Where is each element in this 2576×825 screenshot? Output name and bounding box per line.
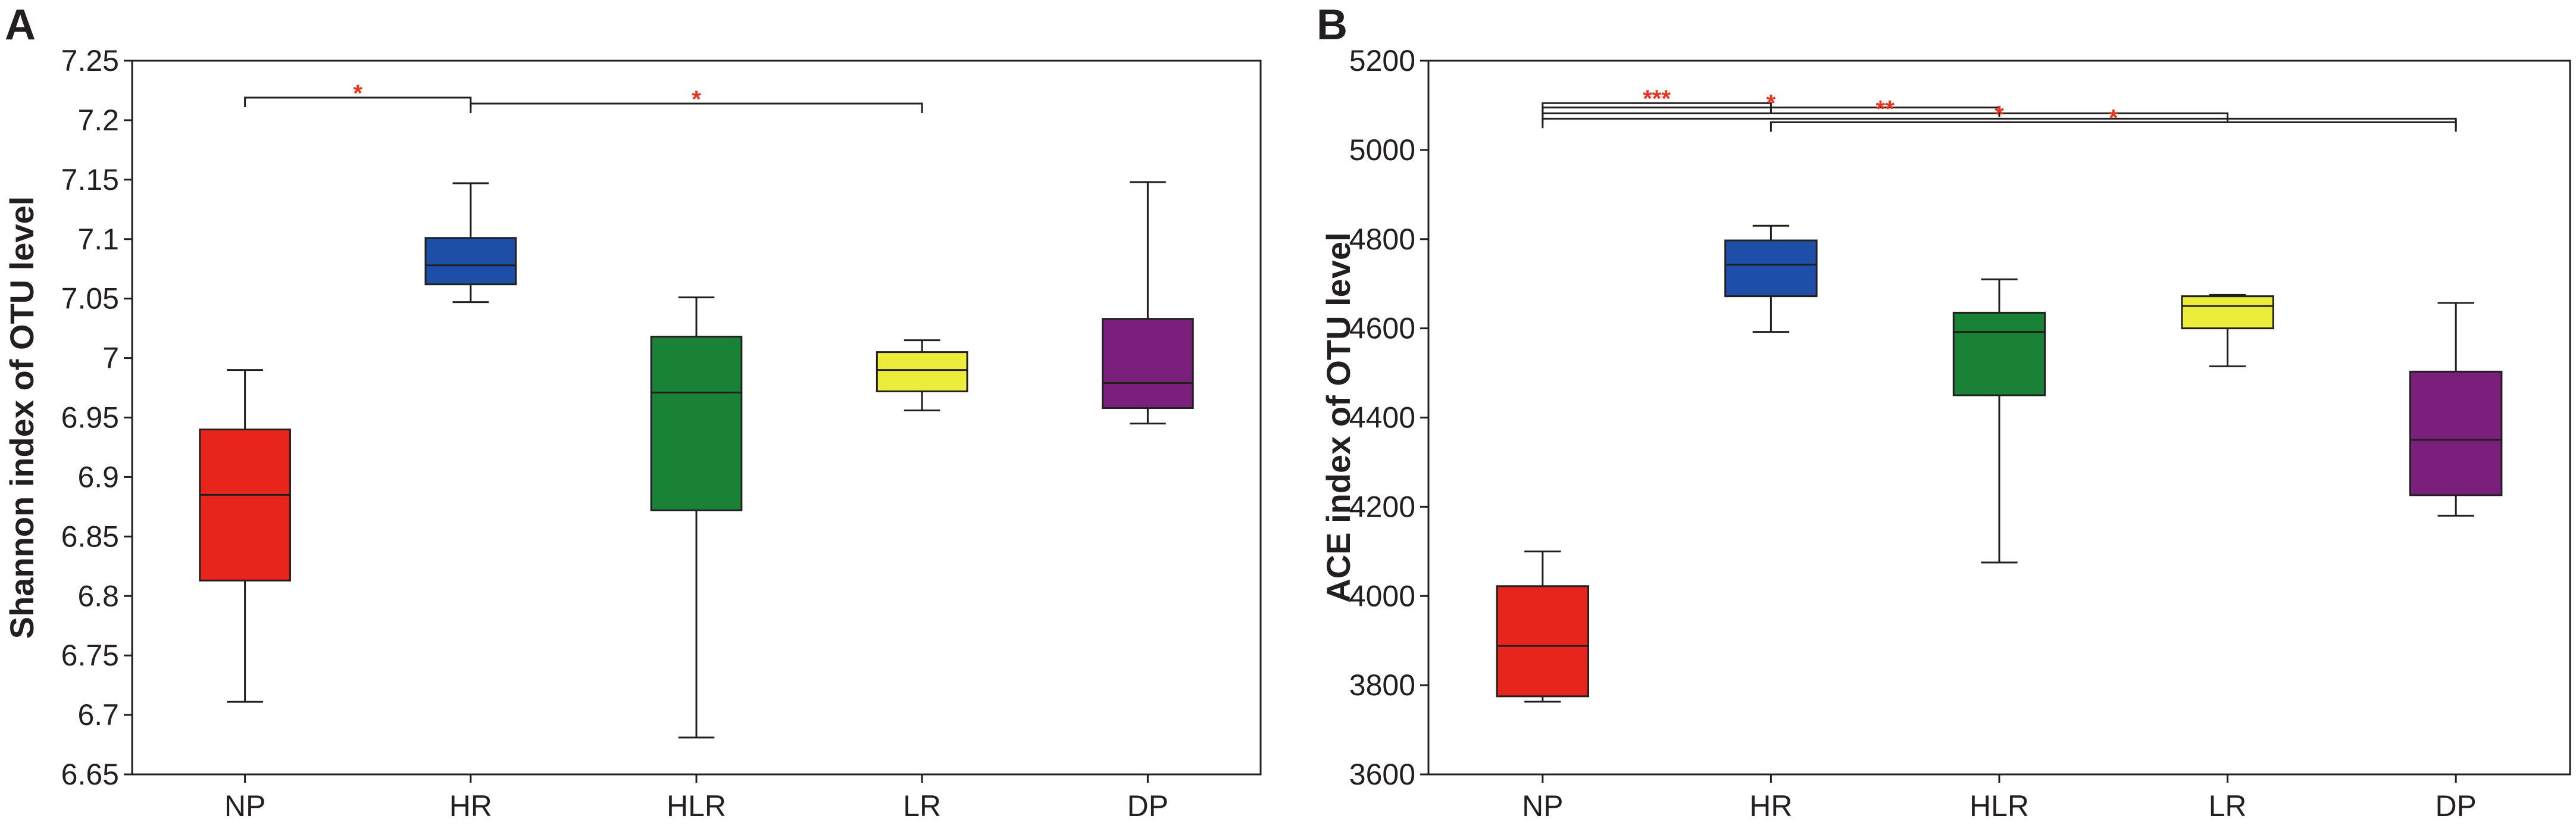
- panel-a-sig-bracket-np-hr: [244, 96, 472, 107]
- panel-b-box-lr: [2181, 295, 2274, 330]
- panel-b-ace-chart: B ACE index of OTU level 3600 3800 4000 4200…: [1317, 1, 2571, 823]
- panel-b-x-tick-label-dp: DP: [2435, 789, 2476, 823]
- panel-a-letter: A: [5, 1, 36, 49]
- panel-a-y-tick-label: 6.95: [61, 401, 119, 435]
- panel-a-y-tick-label: 6.85: [61, 520, 119, 553]
- panel-b-y-tick-label: 3800: [1349, 668, 1415, 702]
- panel-a-sig-label-hr-lr: *: [692, 86, 701, 112]
- panel-a-box-dp: [1102, 318, 1194, 410]
- panel-b-sig-label-np-dp: *: [1994, 101, 2004, 127]
- panel-a-y-tick-label: 6.9: [77, 460, 119, 493]
- panel-a-x-tick-label-lr: LR: [903, 789, 941, 823]
- panel-a-x-tick-label-hr: HR: [449, 789, 492, 823]
- panel-a-plot-frame: [131, 60, 1262, 776]
- panel-b-box-dp: [2409, 370, 2503, 496]
- panel-a-y-tick-label: 6.75: [61, 639, 119, 672]
- panel-b-y-tick-label: 3600: [1349, 758, 1415, 791]
- panel-a-y-tick-label: 7.15: [61, 163, 119, 196]
- panel-b-x-tick-label-hlr: HLR: [1969, 789, 2029, 823]
- panel-a-sig-label-np-hr: *: [353, 80, 362, 107]
- panel-b-sig-bracket-hr-dp: [1770, 121, 2457, 132]
- panel-b-y-tick-label: 5000: [1349, 133, 1415, 167]
- panel-b-box-hr: [1724, 239, 1818, 298]
- panel-b-box-np: [1496, 585, 1590, 698]
- panel-b-plot-frame: [1427, 60, 2571, 776]
- panel-a-y-tick-label: 6.7: [77, 698, 119, 732]
- panel-a-box-hr: [424, 237, 517, 286]
- panel-a-y-tick-label: 6.8: [77, 579, 119, 612]
- panel-b-y-tick-label: 4800: [1349, 223, 1415, 256]
- panel-b-sig-label-np-hlr: *: [1767, 90, 1776, 117]
- panel-a-sig-bracket-hr-lr: [470, 102, 923, 113]
- panel-a-y-axis-title: Shannon index of OTU level: [3, 196, 40, 639]
- panel-a-y-tick-label: 7.1: [77, 223, 119, 256]
- panel-a-box-np: [199, 428, 291, 582]
- panel-a-x-tick-label-dp: DP: [1127, 789, 1168, 823]
- panel-b-x-tick-label-np: NP: [1522, 789, 1563, 823]
- panel-a-x-tick-label-hlr: HLR: [667, 789, 726, 823]
- panel-b-sig-bracket-np-hlr: [1542, 107, 2000, 117]
- panel-b-sig-label-hr-dp: *: [2109, 105, 2118, 131]
- panel-b-box-hlr: [1952, 311, 2046, 396]
- panel-b-y-tick-label: 4000: [1349, 579, 1415, 612]
- panel-a-x-tick-label-np: NP: [224, 789, 265, 823]
- panel-b-y-axis-title: ACE index of OTU level: [1320, 232, 1357, 602]
- panel-b-y-tick-label: 5200: [1349, 44, 1415, 77]
- panel-b-y-tick-label: 4200: [1349, 490, 1415, 523]
- panel-a-box-hlr: [650, 336, 743, 511]
- panel-a-box-lr: [876, 351, 968, 393]
- panel-a-y-tick-label: 7.2: [77, 104, 119, 137]
- panel-a-y-tick-label: 7.25: [61, 44, 119, 77]
- panel-b-x-tick-label-lr: LR: [2209, 789, 2247, 823]
- panel-b-y-tick-label: 4600: [1349, 312, 1415, 345]
- panel-a-shannon-chart: A Shannon index of OTU level 6.65 6.7 6.75 6…: [3, 1, 1262, 823]
- panel-a-y-tick-label: 7: [102, 342, 119, 375]
- panel-b-y-tick-label: 4400: [1349, 401, 1415, 435]
- panel-a-y-tick-label: 7.05: [61, 282, 119, 315]
- panel-b-x-tick-label-hr: HR: [1749, 789, 1792, 823]
- panel-b-letter: B: [1317, 1, 1348, 49]
- panel-a-y-tick-label: 6.65: [61, 758, 119, 791]
